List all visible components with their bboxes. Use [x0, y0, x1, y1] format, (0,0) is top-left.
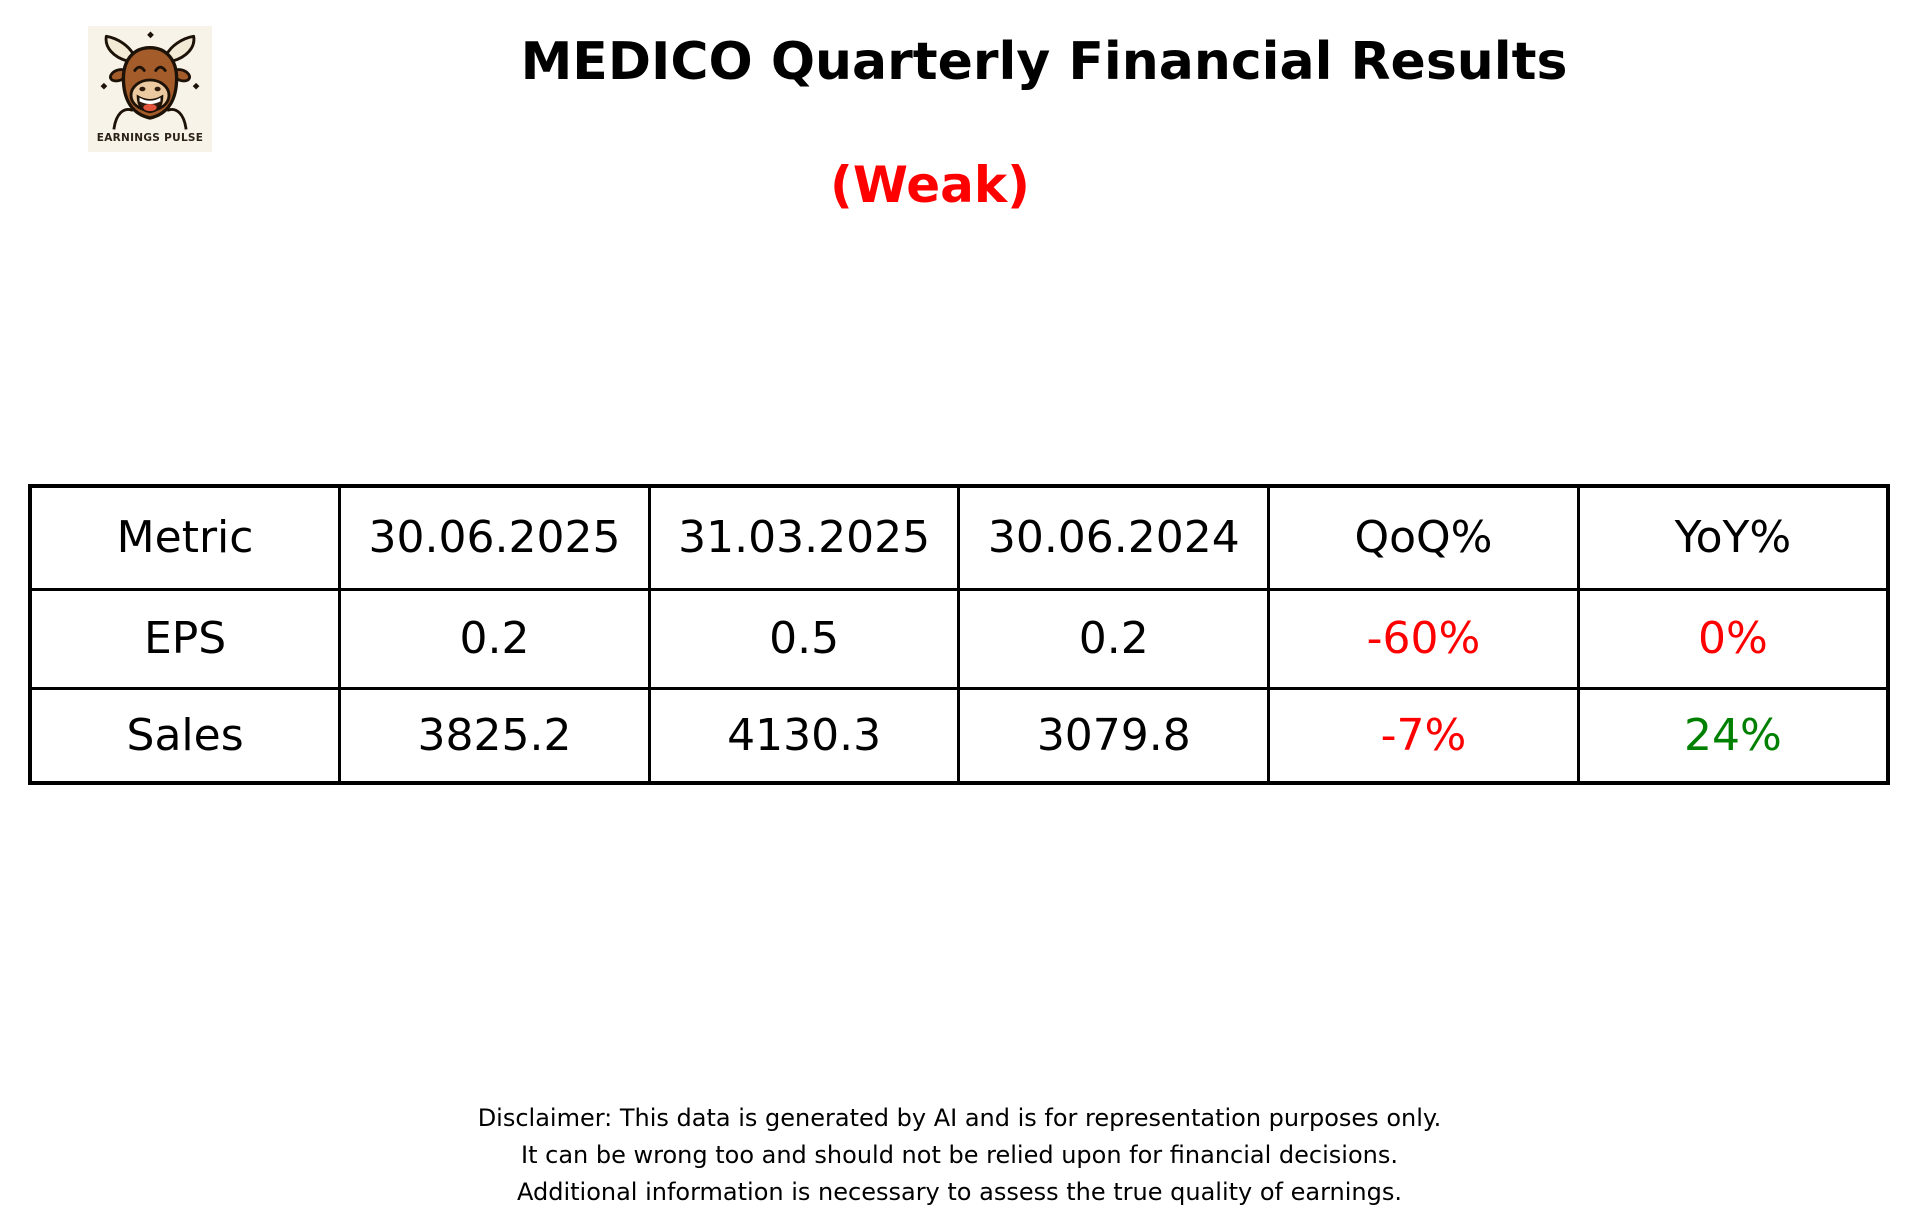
table-header-row: Metric 30.06.2025 31.03.2025 30.06.2024 …	[28, 484, 1890, 591]
column-header-period-2: 31.03.2025	[647, 484, 961, 591]
cell-eps-yoy: 0%	[1576, 587, 1890, 690]
disclaimer-line-1: Disclaimer: This data is generated by AI…	[477, 1104, 1442, 1132]
cell-eps-p3: 0.2	[957, 587, 1271, 690]
column-header-qoq: QoQ%	[1267, 484, 1580, 591]
table-row-sales: Sales 3825.2 4130.3 3079.8 -7% 24%	[28, 686, 1890, 785]
cell-eps-metric: EPS	[28, 587, 342, 690]
brand-name: EARNINGS PULSE	[96, 132, 204, 144]
cell-sales-p2: 4130.3	[647, 686, 961, 785]
column-header-period-1: 30.06.2025	[338, 484, 651, 591]
financial-results-table: Metric 30.06.2025 31.03.2025 30.06.2024 …	[28, 484, 1890, 785]
cell-sales-yoy: 24%	[1576, 686, 1890, 785]
cell-sales-p1: 3825.2	[338, 686, 651, 785]
column-header-yoy: YoY%	[1576, 484, 1890, 591]
disclaimer-line-2: It can be wrong too and should not be re…	[521, 1141, 1398, 1169]
cell-eps-p2: 0.5	[647, 587, 961, 690]
column-header-metric: Metric	[28, 484, 342, 591]
verdict-label: (Weak)	[830, 156, 1030, 214]
earnings-pulse-logo: EARNINGS PULSE	[88, 26, 212, 152]
table-row-eps: EPS 0.2 0.5 0.2 -60% 0%	[28, 587, 1890, 690]
cell-sales-qoq: -7%	[1267, 686, 1580, 785]
disclaimer-line-3: Additional information is necessary to a…	[516, 1178, 1402, 1206]
cell-eps-p1: 0.2	[338, 587, 651, 690]
laughing-bull-icon	[100, 31, 200, 130]
page-title: MEDICO Quarterly Financial Results	[520, 32, 1568, 92]
cell-sales-p3: 3079.8	[957, 686, 1271, 785]
cell-sales-metric: Sales	[28, 686, 342, 785]
cell-eps-qoq: -60%	[1267, 587, 1580, 690]
column-header-period-3: 30.06.2024	[957, 484, 1271, 591]
disclaimer: Disclaimer: This data is generated by AI…	[0, 1100, 1919, 1211]
